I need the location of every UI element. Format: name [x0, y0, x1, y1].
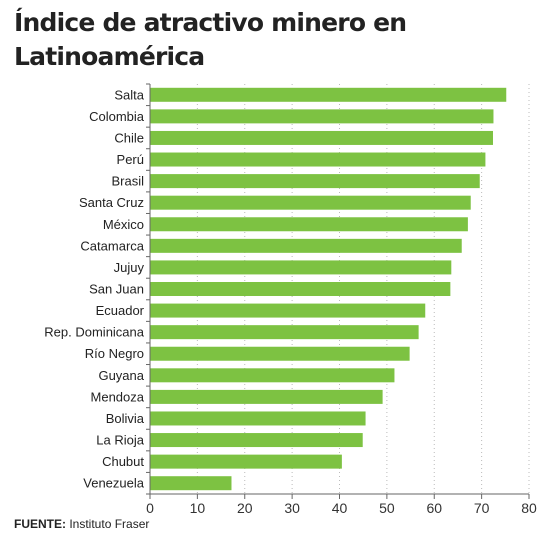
category-label: Salta [114, 87, 144, 102]
x-tick-label: 40 [332, 500, 348, 516]
x-tick-label: 0 [146, 500, 154, 516]
x-tick-label: 30 [284, 500, 300, 516]
bar [150, 87, 507, 102]
x-tick-label: 70 [474, 500, 490, 516]
category-label: Jujuy [114, 260, 145, 275]
category-label: Chile [114, 130, 144, 145]
category-label: La Rioja [96, 433, 144, 448]
category-label: Chubut [102, 454, 144, 469]
bar [150, 152, 486, 167]
category-label: Santa Cruz [79, 195, 144, 210]
category-label: México [103, 217, 144, 232]
bar [150, 174, 480, 189]
bar [150, 476, 232, 491]
x-tick-label: 20 [237, 500, 253, 516]
bar [150, 454, 342, 469]
category-labels: Salta Colombia Chile Perú Brasil Santa Cruz Mé… [44, 87, 144, 490]
bar [150, 109, 494, 124]
category-label: San Juan [89, 282, 144, 297]
category-label: Venezuela [83, 476, 144, 491]
category-label: Colombia [89, 109, 145, 124]
bar [150, 303, 426, 318]
category-label: Brasil [111, 174, 144, 189]
bar [150, 238, 462, 253]
bars [150, 87, 507, 491]
category-label: Bolivia [106, 411, 145, 426]
bar [150, 389, 383, 404]
category-label: Mendoza [91, 389, 145, 404]
bar [150, 433, 363, 448]
x-tick-label: 50 [379, 500, 395, 516]
bar [150, 282, 451, 296]
category-label: Catamarca [80, 238, 144, 253]
bar [150, 325, 419, 340]
source-note: FUENTE: Instituto Fraser [14, 517, 149, 531]
x-tick-label: 80 [521, 500, 537, 516]
chart-title: Índice de atractivo minero en Latinoamér… [14, 8, 407, 71]
category-label: Guyana [98, 368, 144, 383]
category-label: Perú [117, 152, 144, 167]
source-text: Instituto Fraser [69, 517, 150, 531]
x-tick-label: 60 [426, 500, 442, 516]
x-axis: 0 10 20 30 40 50 60 70 80 [146, 83, 537, 516]
source-label: FUENTE: [14, 517, 66, 531]
bar [150, 368, 395, 383]
bar [150, 130, 493, 145]
x-tick-label: 10 [190, 500, 206, 516]
category-label: Río Negro [85, 346, 144, 361]
bar [150, 411, 366, 426]
bar [150, 260, 452, 275]
bar [150, 217, 468, 232]
bar [150, 195, 471, 210]
bar [150, 346, 410, 361]
category-label: Ecuador [96, 303, 145, 318]
category-label: Rep. Dominicana [44, 325, 144, 340]
